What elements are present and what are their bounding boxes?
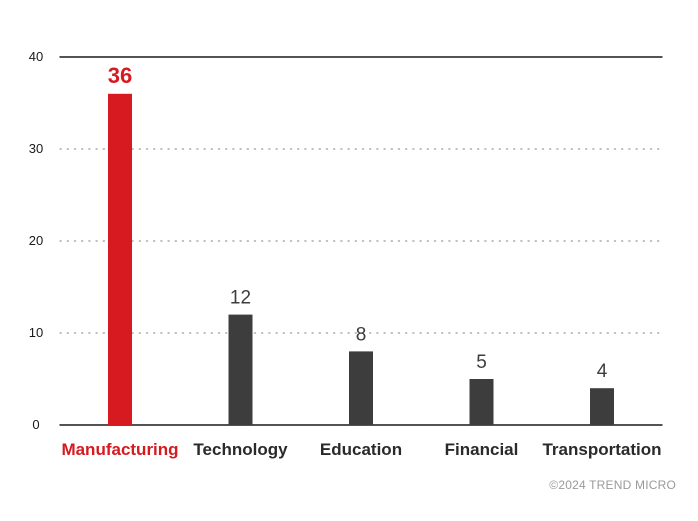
value-label-financial: 5 bbox=[476, 352, 487, 373]
bars bbox=[108, 93, 614, 426]
x-label-technology: Technology bbox=[193, 440, 288, 459]
bar-education bbox=[349, 351, 373, 425]
y-tick-label-40: 40 bbox=[29, 49, 43, 64]
y-tick-label-0: 0 bbox=[32, 417, 39, 432]
x-label-education: Education bbox=[320, 440, 402, 459]
x-label-manufacturing: Manufacturing bbox=[61, 440, 178, 459]
y-tick-label-20: 20 bbox=[29, 233, 43, 248]
x-axis-labels: Manufacturing Technology Education Financia… bbox=[61, 440, 661, 459]
copyright-text: ©2024 TREND MICRO bbox=[549, 478, 676, 492]
value-label-education: 8 bbox=[356, 324, 367, 345]
x-label-transportation: Transportation bbox=[542, 440, 661, 459]
bar-financial bbox=[469, 379, 494, 425]
bar-technology bbox=[228, 314, 253, 425]
value-labels: 36 12 8 5 4 bbox=[108, 63, 608, 382]
bar-manufacturing bbox=[108, 93, 132, 426]
value-label-transportation: 4 bbox=[597, 361, 608, 382]
x-label-financial: Financial bbox=[445, 440, 519, 459]
bar-transportation bbox=[590, 388, 614, 425]
value-label-technology: 12 bbox=[230, 288, 251, 309]
y-tick-label-10: 10 bbox=[29, 325, 43, 340]
y-tick-label-30: 30 bbox=[29, 141, 43, 156]
y-axis-ticks: 0 10 20 30 40 bbox=[29, 49, 43, 432]
value-label-manufacturing: 36 bbox=[108, 63, 132, 88]
